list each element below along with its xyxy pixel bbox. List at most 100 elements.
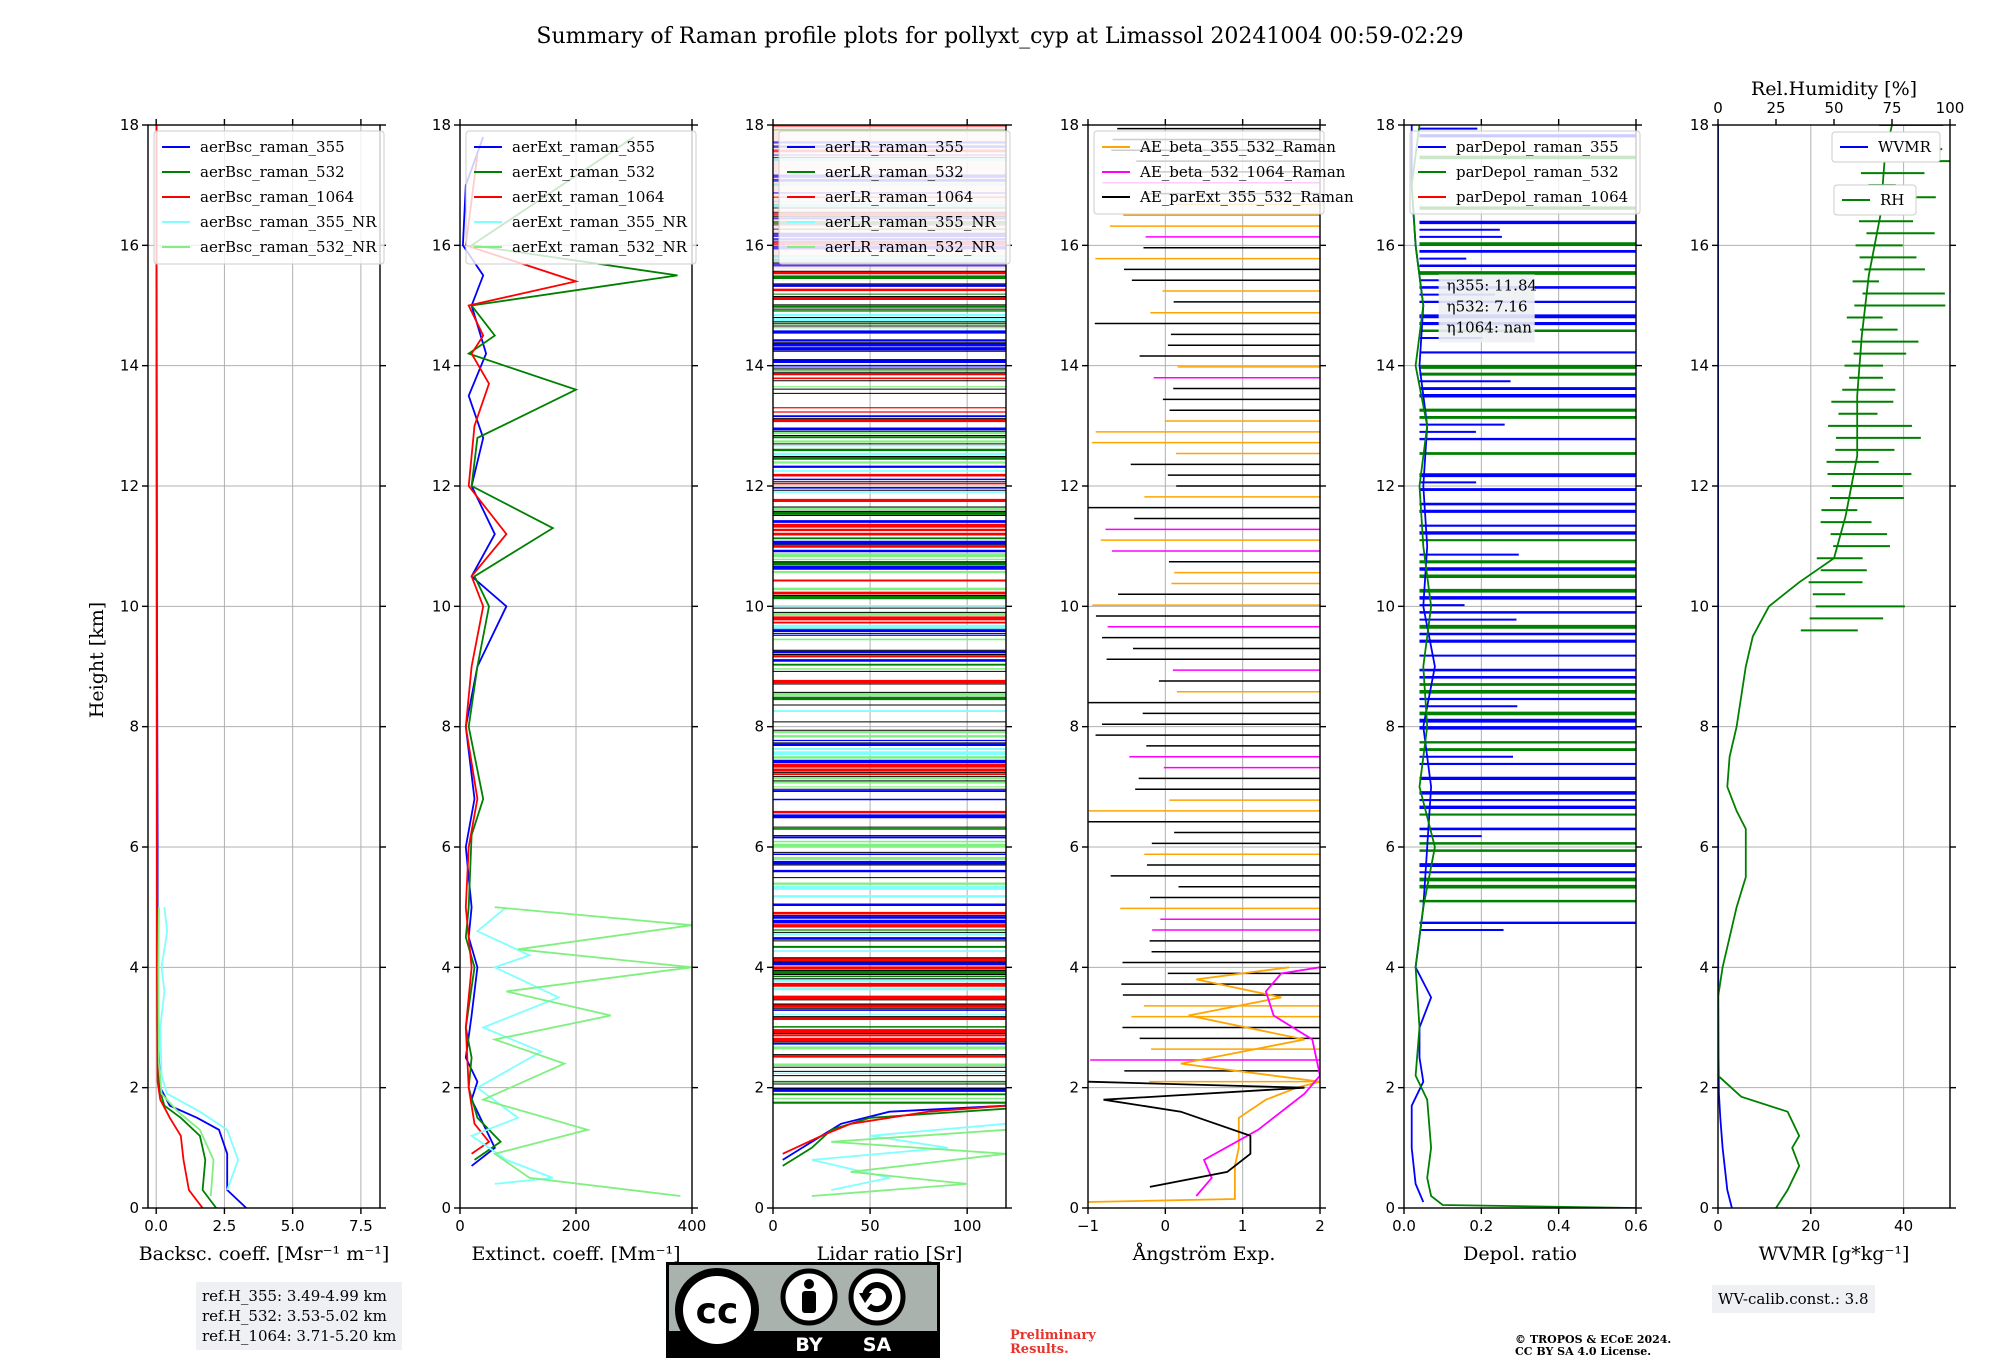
y-tick-label: 2 <box>1699 1079 1709 1097</box>
y-tick-label: 8 <box>129 718 139 736</box>
series-aerExt_raman_1064 <box>464 154 580 1155</box>
y-tick-label: 10 <box>1376 597 1395 615</box>
legend-label: AE_beta_355_532_Raman <box>1139 138 1336 156</box>
x-axis-label: Depol. ratio <box>1463 1243 1577 1265</box>
y-tick-label: 10 <box>432 597 451 615</box>
top-x-tick-label: 25 <box>1766 99 1785 117</box>
y-tick-label: 10 <box>1690 597 1709 615</box>
panel-lr: 0 2 4 6 8 10 12 14 16 18 0 50 100 Lidar ratio [Sr] aer… <box>745 116 1012 1265</box>
y-tick-label: 10 <box>745 597 764 615</box>
series-aerLR_raman_355 <box>782 1104 1006 1161</box>
x-tick-label: 100 <box>953 1217 982 1235</box>
y-tick-label: 6 <box>1699 838 1709 856</box>
x-tick-label: 0.0 <box>144 1217 168 1235</box>
y-tick-label: 12 <box>1376 477 1395 495</box>
ref-height-532: ref.H_532: 3.53-5.02 km <box>202 1307 387 1325</box>
legend-box <box>1833 184 1917 216</box>
y-tick-label: 14 <box>120 357 139 375</box>
top-x-axis-label: Rel.Humidity [%] <box>1751 78 1917 100</box>
x-tick-label: 0.0 <box>1392 1217 1416 1235</box>
series-parDepol_raman_532 <box>1410 125 1636 1208</box>
y-tick-label: 2 <box>441 1079 451 1097</box>
legend: aerLR_raman_355 aerLR_raman_532 aerLR_rama… <box>778 130 1011 265</box>
x-tick-label: 0 <box>1713 1217 1723 1235</box>
series-WVMR <box>1718 125 1733 1208</box>
legend-label: RH <box>1880 191 1904 209</box>
preliminary-note: Preliminary Results. <box>1010 1329 1096 1357</box>
y-tick-label: 14 <box>1690 357 1709 375</box>
legend-label: aerLR_raman_532 <box>825 163 964 181</box>
x-tick-label: 200 <box>562 1217 591 1235</box>
axes-frame <box>1087 124 1321 1209</box>
series-aerBsc_raman_355_NR <box>159 907 240 1191</box>
top-x-tick-label: 75 <box>1882 99 1901 117</box>
legend: parDepol_raman_355 parDepol_raman_532 parD… <box>1409 130 1641 215</box>
y-tick-label: 0 <box>1699 1199 1709 1217</box>
y-tick-label: 14 <box>432 357 451 375</box>
x-tick-label: 0.2 <box>1469 1217 1493 1235</box>
y-tick-label: 16 <box>120 236 139 254</box>
plot-area <box>155 125 247 1208</box>
axes-frame <box>147 124 381 1209</box>
y-tick-label: 18 <box>120 116 139 134</box>
series-RH <box>1718 125 1893 1208</box>
legend-box <box>465 130 697 265</box>
x-axis-label: Ångström Exp. <box>1132 1243 1276 1265</box>
y-tick-label: 8 <box>1069 718 1079 736</box>
plot-area <box>461 136 692 1197</box>
y-tick-label: 16 <box>432 236 451 254</box>
y-tick-label: 18 <box>1376 116 1395 134</box>
preliminary-line-2: Results. <box>1010 1342 1069 1357</box>
series-AE_beta_532_1064_Raman <box>1195 966 1320 1197</box>
x-axis-label: Backsc. coeff. [Msr⁻¹ m⁻¹] <box>139 1243 390 1265</box>
y-tick-label: 6 <box>441 838 451 856</box>
ref-height-1064: ref.H_1064: 3.71-5.20 km <box>202 1327 397 1345</box>
annotation-line: η355: 11.84 <box>1447 276 1537 294</box>
legend-label: aerExt_raman_532_NR <box>512 238 688 256</box>
legend-label: aerExt_raman_355_NR <box>512 213 688 231</box>
legend-label: aerBsc_raman_355_NR <box>200 213 377 231</box>
y-tick-label: 4 <box>129 958 139 976</box>
x-tick-label: 0 <box>1161 1217 1171 1235</box>
legend-label: aerExt_raman_1064 <box>512 188 665 206</box>
y-tick-label: 6 <box>1385 838 1395 856</box>
annotation-line: η1064: nan <box>1447 318 1533 336</box>
x-tick-label: 400 <box>678 1217 707 1235</box>
y-tick-label: 12 <box>120 477 139 495</box>
y-tick-label: 8 <box>1385 718 1395 736</box>
y-tick-label: 2 <box>754 1079 764 1097</box>
x-tick-label: 1 <box>1238 1217 1248 1235</box>
series-aerExt_raman_532_NR <box>480 906 692 1197</box>
cc-logo-icon: cc BY SA <box>669 1265 937 1356</box>
x-tick-label: 7.5 <box>349 1217 373 1235</box>
axes-frame <box>1717 124 1951 1209</box>
legend-rh: RH <box>1833 184 1917 216</box>
y-tick-label: 16 <box>1690 236 1709 254</box>
y-tick-label: 0 <box>129 1199 139 1217</box>
panel-depol: 0 2 4 6 8 10 12 14 16 18 0.0 0.2 0.4 0.6 Depol. ratio p… <box>1376 116 1648 1265</box>
legend-label: aerExt_raman_532 <box>512 163 655 181</box>
top-x-tick-label: 100 <box>1936 99 1965 117</box>
x-tick-label: 5.0 <box>281 1217 305 1235</box>
legend: aerExt_raman_355 aerExt_raman_532 aerExt_r… <box>465 130 697 265</box>
axes-frame <box>1403 124 1637 1209</box>
y-tick-label: 6 <box>754 838 764 856</box>
y-tick-label: 0 <box>441 1199 451 1217</box>
series-AE_parExt_355_532_Raman <box>1088 1080 1305 1188</box>
legend-label: AE_beta_532_1064_Raman <box>1139 163 1346 181</box>
y-tick-label: 18 <box>1690 116 1709 134</box>
y-axis-label: Height [km] <box>86 602 108 718</box>
series-aerBsc_raman_532 <box>155 125 217 1208</box>
series-aerExt_raman_532 <box>464 136 678 1161</box>
y-tick-label: 14 <box>1060 357 1079 375</box>
x-tick-label: 0.6 <box>1624 1217 1648 1235</box>
legend-box <box>1409 130 1641 215</box>
y-tick-label: 4 <box>441 958 451 976</box>
x-tick-label: 0 <box>768 1217 778 1235</box>
cc-by-label: BY <box>795 1334 822 1355</box>
y-tick-label: 0 <box>1385 1199 1395 1217</box>
